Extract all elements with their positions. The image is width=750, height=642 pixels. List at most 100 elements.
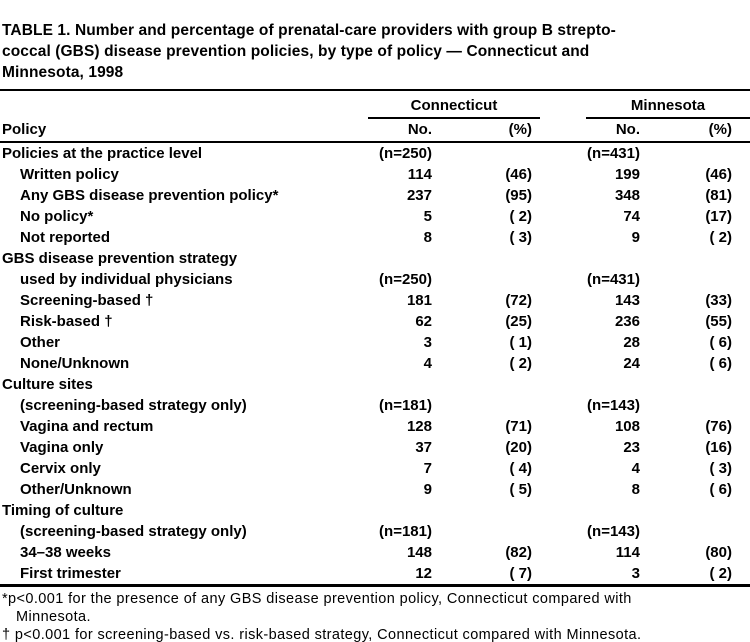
connecticut-pct-header: (%)	[508, 121, 532, 138]
table-row: First trimester 12 ( 7) 3 ( 2)	[0, 563, 750, 584]
minnesota-pct-value: (17)	[705, 208, 732, 225]
minnesota-no-value: 3	[631, 565, 640, 582]
bottom-rule	[0, 584, 750, 587]
minnesota-pct-value: (46)	[705, 166, 732, 183]
table-row: GBS disease prevention strategy	[0, 248, 750, 269]
connecticut-pct-value: ( 7)	[509, 565, 533, 582]
policy-label: Vagina only	[20, 439, 104, 456]
connecticut-pct-value: (25)	[505, 313, 532, 330]
minnesota-no-value: 114	[615, 544, 640, 561]
connecticut-pct-value: ( 2)	[509, 208, 533, 225]
connecticut-no-value: (n=250)	[379, 145, 432, 162]
footnote-asterisk-line-2: Minnesota.	[16, 609, 91, 625]
connecticut-no-header: No.	[407, 121, 432, 138]
footnote-dagger: † p<0.001 for screening-based vs. risk-b…	[2, 627, 642, 642]
minnesota-pct-header: (%)	[708, 121, 732, 138]
column-group-connecticut: Connecticut	[368, 96, 540, 119]
table-title-line-1: TABLE 1. Number and percentage of prenat…	[2, 22, 616, 39]
policy-label: None/Unknown	[20, 355, 130, 372]
top-rule	[0, 89, 750, 91]
connecticut-pct-value: ( 4)	[509, 460, 533, 477]
minnesota-no-value: 23	[623, 439, 640, 456]
connecticut-no-value: 62	[415, 313, 432, 330]
table-row: Timing of culture	[0, 500, 750, 521]
connecticut-no-value: (n=181)	[379, 397, 432, 414]
table-row: No policy* 5 ( 2) 74 (17)	[0, 206, 750, 227]
minnesota-no-value: 9	[631, 229, 640, 246]
connecticut-pct-value: (82)	[505, 544, 532, 561]
policy-label: used by individual physicians	[20, 271, 233, 288]
policy-label: Not reported	[20, 229, 110, 246]
policy-label: Written policy	[20, 166, 119, 183]
table-row: Written policy 114 (46) 199 (46)	[0, 164, 750, 185]
connecticut-no-value: 237	[406, 187, 432, 204]
minnesota-no-value: (n=143)	[587, 523, 640, 540]
header-rule	[0, 141, 750, 143]
minnesota-no-value: 28	[623, 334, 640, 351]
connecticut-pct-value: (20)	[505, 439, 532, 456]
policy-label: Any GBS disease prevention policy*	[20, 187, 279, 204]
table-row: Other 3 ( 1) 28 ( 6)	[0, 332, 750, 353]
table-row: Vagina and rectum 128 (71) 108 (76)	[0, 416, 750, 437]
footnote-asterisk-line-1: *p<0.001 for the presence of any GBS dis…	[2, 591, 632, 607]
minnesota-no-header: No.	[615, 121, 640, 138]
policy-label: No policy*	[20, 208, 94, 225]
policy-label: (screening-based strategy only)	[20, 397, 247, 414]
connecticut-no-value: 181	[406, 292, 432, 309]
connecticut-pct-value: (95)	[505, 187, 532, 204]
connecticut-pct-value: ( 5)	[509, 481, 533, 498]
minnesota-no-value: 143	[614, 292, 640, 309]
policy-label: First trimester	[20, 565, 121, 582]
connecticut-no-value: 114	[407, 166, 432, 183]
minnesota-no-value: 108	[614, 418, 640, 435]
table-header: Connecticut Minnesota Policy No. (%) No.…	[0, 91, 750, 141]
table-row: Policies at the practice level (n=250) (…	[0, 143, 750, 164]
minnesota-pct-value: (76)	[705, 418, 732, 435]
connecticut-no-value: 12	[415, 565, 432, 582]
table-row: (screening-based strategy only) (n=181) …	[0, 395, 750, 416]
table-row: Culture sites	[0, 374, 750, 395]
minnesota-no-value: 348	[614, 187, 640, 204]
minnesota-pct-value: ( 6)	[709, 334, 733, 351]
table-row: Other/Unknown 9 ( 5) 8 ( 6)	[0, 479, 750, 500]
minnesota-no-value: (n=431)	[587, 145, 640, 162]
minnesota-pct-value: (80)	[705, 544, 732, 561]
connecticut-no-value: (n=181)	[379, 523, 432, 540]
policy-label: 34–38 weeks	[20, 544, 111, 561]
connecticut-no-value: 9	[423, 481, 432, 498]
connecticut-pct-value: (72)	[505, 292, 532, 309]
table-row: (screening-based strategy only) (n=181) …	[0, 521, 750, 542]
connecticut-no-value: 3	[423, 334, 432, 351]
minnesota-no-value: 199	[614, 166, 640, 183]
minnesota-pct-value: ( 3)	[709, 460, 733, 477]
minnesota-pct-value: (16)	[705, 439, 732, 456]
table-body: Policies at the practice level (n=250) (…	[0, 143, 750, 584]
policy-label: Vagina and rectum	[20, 418, 154, 435]
connecticut-no-value: 37	[415, 439, 432, 456]
minnesota-pct-value: ( 6)	[709, 355, 733, 372]
policy-label: Risk-based †	[20, 313, 113, 330]
policy-label: GBS disease prevention strategy	[2, 250, 238, 267]
minnesota-no-value: (n=431)	[587, 271, 640, 288]
table-title-line-2: coccal (GBS) disease prevention policies…	[2, 43, 590, 60]
connecticut-no-value: 7	[423, 460, 432, 477]
connecticut-pct-value: ( 2)	[509, 355, 533, 372]
column-group-minnesota: Minnesota	[586, 96, 750, 119]
minnesota-no-value: 236	[614, 313, 640, 330]
connecticut-no-value: (n=250)	[379, 271, 432, 288]
minnesota-pct-value: ( 2)	[709, 565, 733, 582]
table-title-line-3: Minnesota, 1998	[2, 64, 124, 81]
connecticut-pct-value: (46)	[505, 166, 532, 183]
table-row: Screening-based † 181 (72) 143 (33)	[0, 290, 750, 311]
table-row: Not reported 8 ( 3) 9 ( 2)	[0, 227, 750, 248]
policy-label: Other	[20, 334, 61, 351]
column-group-row: Connecticut Minnesota	[0, 91, 750, 119]
connecticut-no-value: 8	[423, 229, 432, 246]
policy-label: Culture sites	[2, 376, 93, 393]
policy-label: Policies at the practice level	[2, 145, 203, 162]
connecticut-pct-value: (71)	[505, 418, 532, 435]
table-row: Risk-based † 62 (25) 236 (55)	[0, 311, 750, 332]
policy-label: Screening-based †	[20, 292, 154, 309]
table-title: TABLE 1. Number and percentage of prenat…	[0, 0, 750, 89]
minnesota-pct-value: ( 2)	[709, 229, 733, 246]
